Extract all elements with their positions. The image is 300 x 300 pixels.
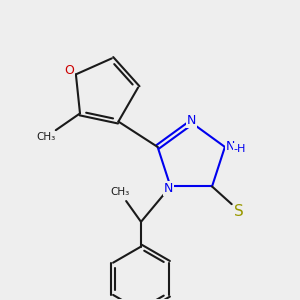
Text: S: S	[234, 204, 244, 219]
Text: -H: -H	[234, 144, 246, 154]
Text: N: N	[226, 140, 236, 153]
Text: CH₃: CH₃	[110, 187, 129, 197]
Text: CH₃: CH₃	[37, 132, 56, 142]
Text: N: N	[164, 182, 173, 195]
Text: O: O	[64, 64, 74, 77]
Text: N: N	[187, 114, 196, 127]
